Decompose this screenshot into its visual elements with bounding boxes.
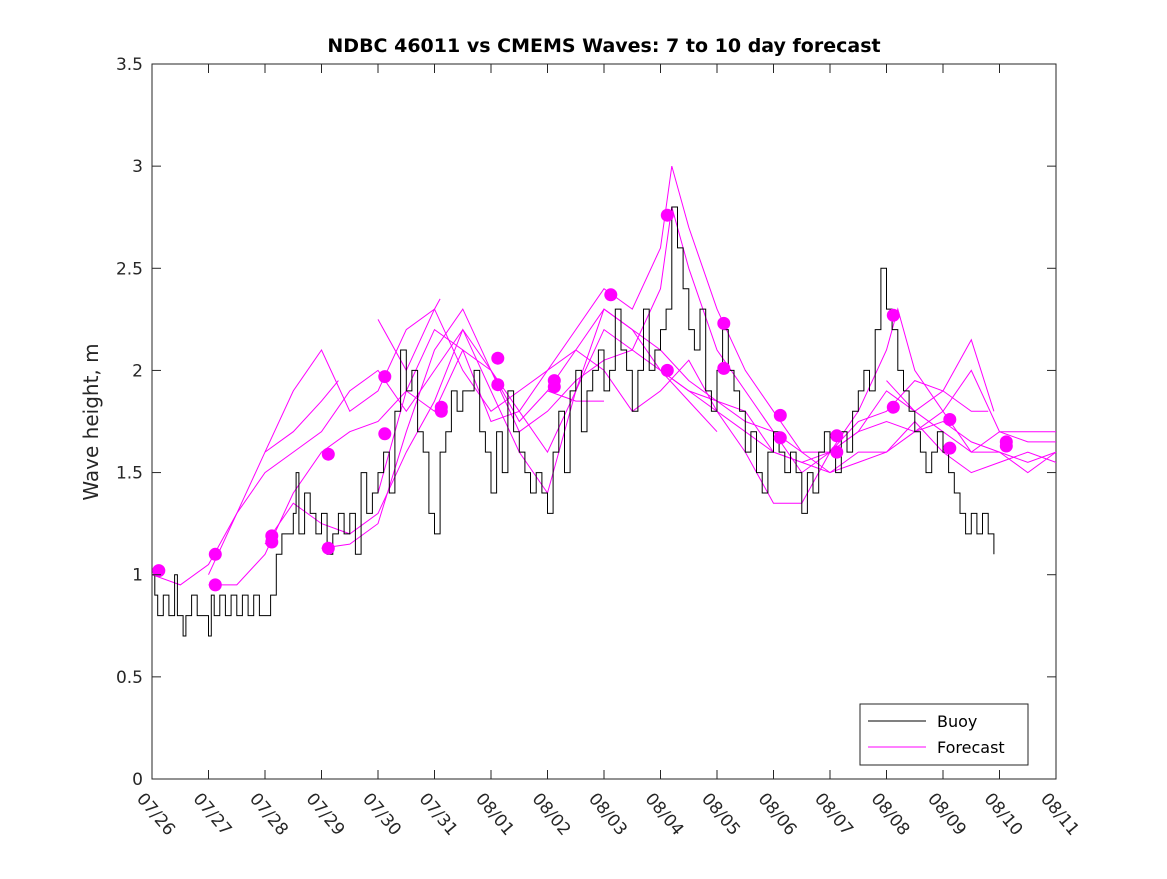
forecast-marker-28 [943, 441, 957, 455]
forecast-marker-13 [491, 378, 505, 392]
x-tick-label: 07/26 [132, 789, 179, 839]
y-axis-label: Wave height, m [79, 343, 103, 500]
forecast-line-5 [321, 308, 1056, 549]
forecast-marker-26 [886, 400, 900, 414]
forecast-line-9 [547, 390, 604, 402]
forecast-line-7 [264, 380, 339, 453]
x-tick-label: 08/03 [584, 789, 631, 839]
legend-buoy-label: Buoy [937, 712, 977, 731]
x-tick-label: 08/11 [1036, 789, 1083, 839]
forecast-marker-6 [321, 447, 335, 461]
y-axis: 0 0.5 1 1.5 2 2.5 3 3.5 [116, 55, 1056, 790]
forecast-marker-16 [604, 288, 618, 302]
x-tick-label: 08/02 [528, 789, 575, 839]
y-tick-label: 2.5 [116, 259, 143, 279]
y-tick-label: 1.5 [116, 464, 143, 484]
forecast-line-11 [886, 338, 995, 412]
forecast-marker-3 [208, 578, 222, 592]
forecast-marker-25 [886, 308, 900, 322]
forecast-marker-7 [321, 541, 335, 555]
forecast-marker-30 [999, 439, 1013, 453]
forecast-marker-2 [208, 547, 222, 561]
x-tick-label: 08/09 [923, 789, 970, 839]
forecast-marker-19 [717, 316, 731, 330]
y-tick-label: 0.5 [116, 668, 143, 688]
legend-box [859, 703, 1029, 766]
forecast-marker-15 [547, 380, 561, 394]
x-tick-label: 07/28 [245, 789, 292, 839]
forecast-marker-20 [717, 361, 731, 375]
forecast-marker-18 [660, 363, 674, 377]
forecast-line-1 [208, 206, 1056, 575]
plot-area [151, 63, 1057, 780]
forecast-line-2 [151, 165, 1057, 586]
buoy-line [152, 206, 995, 637]
forecast-marker-21 [773, 408, 787, 422]
forecast-line-10 [660, 370, 718, 433]
forecast-marker-1 [152, 564, 166, 578]
x-tick-label: 08/05 [697, 789, 744, 839]
x-tick-label: 08/07 [810, 789, 857, 839]
forecast-line-8 [377, 298, 441, 372]
forecast-line-4 [264, 308, 989, 545]
forecast-marker-22 [773, 431, 787, 445]
x-tick-label: 08/08 [867, 789, 914, 839]
x-tick-label: 07/29 [302, 789, 349, 839]
forecast-marker-11 [434, 404, 448, 418]
legend: Buoy Forecast [859, 703, 1029, 766]
buoy-series-line [152, 206, 995, 637]
forecast-marker-17 [660, 208, 674, 222]
forecast-markers [152, 208, 1013, 592]
forecast-marker-8 [378, 370, 392, 384]
legend-forecast-label: Forecast [937, 738, 1005, 757]
y-tick-label: 3.5 [116, 55, 143, 75]
forecast-marker-23 [830, 429, 844, 443]
forecast-marker-24 [830, 445, 844, 459]
forecast-marker-12 [491, 351, 505, 365]
forecast-marker-27 [943, 413, 957, 426]
y-tick-label: 3 [132, 157, 143, 177]
x-tick-label: 08/10 [980, 789, 1027, 839]
x-tick-label: 07/31 [415, 789, 462, 839]
x-tick-label: 08/04 [641, 789, 688, 839]
x-tick-label: 07/30 [358, 789, 405, 839]
forecast-marker-5 [265, 535, 279, 549]
y-tick-label: 2 [132, 361, 143, 381]
forecast-marker-9 [378, 427, 392, 441]
y-tick-label: 0 [132, 770, 143, 790]
x-tick-label: 08/01 [471, 789, 518, 839]
x-tick-label: 08/06 [754, 789, 801, 839]
y-tick-label: 1 [132, 566, 143, 586]
x-tick-label: 07/27 [189, 789, 236, 839]
chart-title: NDBC 46011 vs CMEMS Waves: 7 to 10 day f… [327, 35, 880, 57]
